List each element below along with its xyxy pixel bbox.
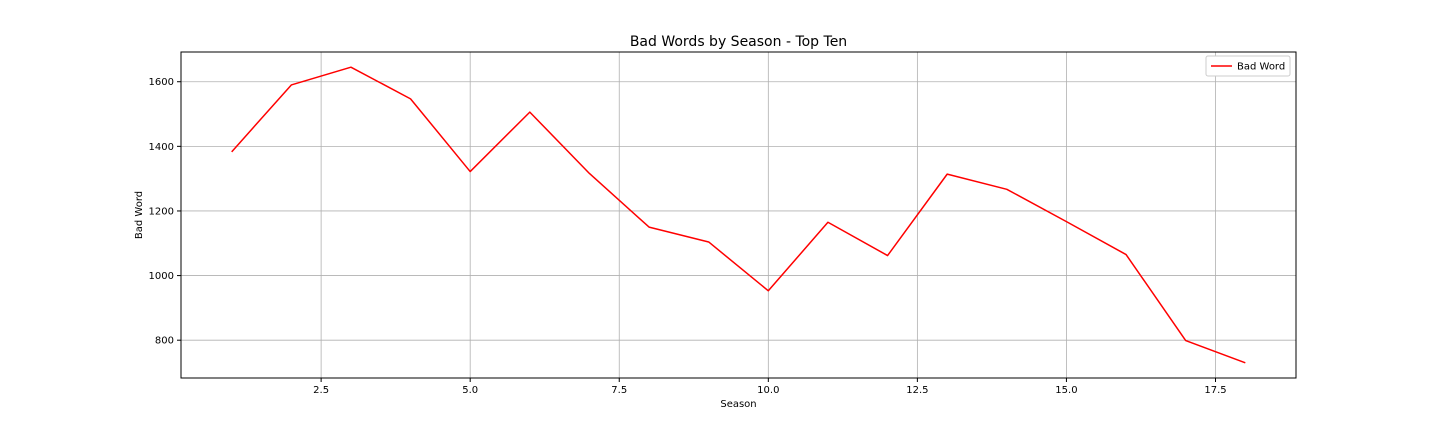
- legend-box: [1205, 55, 1291, 77]
- y-tick-label: 1000: [149, 271, 174, 282]
- x-tick-label: 7.5: [611, 385, 627, 396]
- legend-entry-bad-word: Bad Word: [1237, 62, 1285, 73]
- x-tick-label: 5.0: [462, 385, 478, 396]
- y-tick-label: 1200: [149, 206, 174, 217]
- x-tick-label: 2.5: [313, 385, 329, 396]
- series-layer: [231, 66, 1246, 364]
- x-tick-label: 15.0: [1055, 385, 1077, 396]
- x-tick-label: 17.5: [1204, 385, 1226, 396]
- axis-ticks: 2.5 5.0 7.5 10.0 12.5 15.0 17.5 800 1000 1200 1400…: [149, 77, 1227, 396]
- plot-area-frame: [180, 51, 1297, 379]
- chart-title: Bad Words by Season - Top Ten: [630, 34, 847, 50]
- y-tick-label: 1600: [149, 77, 174, 88]
- x-axis-label: Season: [720, 399, 756, 410]
- y-axis-label: Bad Word: [134, 191, 145, 239]
- series-line-bad-word: [231, 66, 1246, 364]
- y-tick-label: 800: [155, 336, 174, 347]
- legend: Bad Word: [1205, 55, 1291, 77]
- grid-lines: [181, 52, 1296, 378]
- x-tick-label: 10.0: [757, 385, 779, 396]
- y-tick-label: 1400: [149, 142, 174, 153]
- x-tick-label: 12.5: [906, 385, 928, 396]
